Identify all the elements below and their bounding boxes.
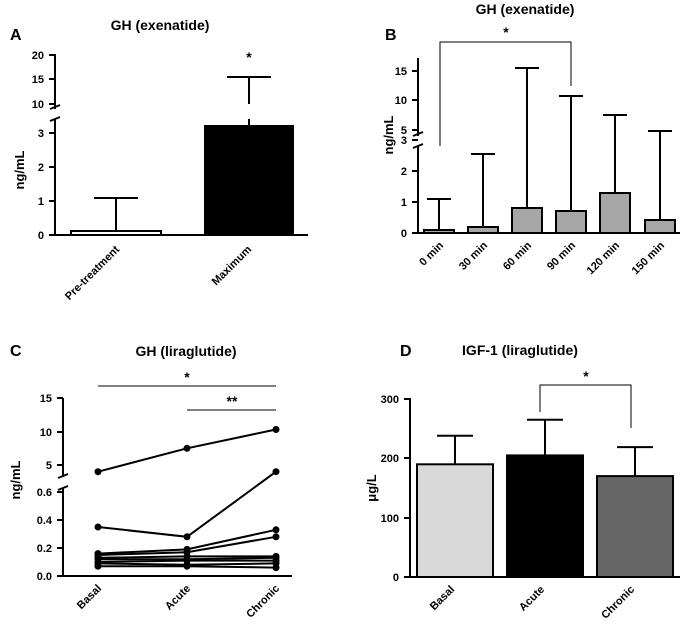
panel-c-ytick-label: 15 <box>40 393 52 405</box>
panel-b-xtick-label: 150 min <box>630 239 668 277</box>
panel-a: A GH (exenatide) ng/mL 0 1 2 3 10 15 20 <box>10 17 308 303</box>
panel-c-significance: ** <box>227 393 238 409</box>
panel-c-break-mark <box>57 473 69 479</box>
panel-b-significance: * <box>503 24 509 40</box>
panel-b: B GH (exenatide) ng/mL 0 1 2 3 5 10 15 <box>381 1 680 277</box>
panel-d-title: IGF-1 (liraglutide) <box>462 342 578 358</box>
panel-b-letter: B <box>385 27 397 44</box>
panel-b-ytick-label: 0 <box>401 228 407 240</box>
panel-a-letter: A <box>10 27 22 44</box>
panel-d-ytick-label: 300 <box>381 394 399 406</box>
panel-c-data-point <box>183 533 191 541</box>
panel-a-ytick-label: 15 <box>32 74 44 86</box>
panel-d-xtick-label: Chronic <box>599 584 637 622</box>
panel-d-ylabel: μg/L <box>364 474 379 502</box>
panel-c-data-point <box>272 526 280 534</box>
panel-b-bar-30min <box>467 226 499 234</box>
panel-b-ytick-label: 3 <box>401 135 407 147</box>
panel-b-yticks: 0 1 2 3 5 10 15 <box>395 66 418 240</box>
panel-c-ytick-label: 5 <box>46 460 52 472</box>
panel-d-xtick-label: Acute <box>517 584 547 614</box>
panel-a-ytick-label: 2 <box>38 162 44 174</box>
panel-c-ytick-label: 10 <box>40 427 52 439</box>
panel-b-significance-bracket <box>439 41 572 146</box>
panel-d-ytick-label: 200 <box>381 453 399 465</box>
panel-d-bars-group <box>416 418 674 579</box>
panel-d-letter: D <box>400 343 412 360</box>
panel-c-xtick-label: Acute <box>163 583 193 613</box>
panel-b-bar-0min <box>423 229 455 234</box>
panel-c-letter: C <box>10 343 22 360</box>
panel-b-break-mark <box>412 131 424 137</box>
panel-a-bar-maximum <box>204 125 294 235</box>
panel-a-ytick-label: 10 <box>32 99 44 111</box>
panel-d: D IGF-1 (liraglutide) μg/L 0 100 200 300… <box>364 342 680 622</box>
panel-c-title: GH (liraglutide) <box>135 343 236 359</box>
panel-d-yticks: 0 100 200 300 <box>381 394 410 584</box>
panel-a-ytick-label: 1 <box>38 196 44 208</box>
panel-c-data-point <box>272 564 280 572</box>
panel-c-ylabel: ng/mL <box>8 460 23 499</box>
panel-c-data-point <box>94 468 102 476</box>
panel-d-bar <box>506 454 584 578</box>
panel-a-title: GH (exenatide) <box>111 17 210 33</box>
panel-b-ytick-label: 5 <box>401 125 407 137</box>
panel-a-xtick-label: Pre-treatment <box>63 243 122 302</box>
panel-a-ytick-label: 20 <box>32 50 44 62</box>
panel-d-xtick-label: Basal <box>428 584 457 613</box>
panel-b-bar-90min <box>555 210 587 234</box>
panel-b-xtick-label: 0 min <box>417 239 446 268</box>
panel-c-break-mark <box>57 485 69 491</box>
panel-c-data-point <box>272 533 280 541</box>
panel-b-break-mark <box>412 143 424 149</box>
panel-b-title: GH (exenatide) <box>476 1 575 17</box>
panel-c: C GH (liraglutide) ng/mL 0.0 0.2 0.4 0.6… <box>8 343 292 621</box>
panel-b-xtick-label: 60 min <box>501 239 534 272</box>
panel-a-yticks-upper: 10 15 20 <box>32 50 55 111</box>
panel-b-ytick-label: 1 <box>401 197 407 209</box>
panel-a-ylabel: ng/mL <box>12 150 27 189</box>
panel-c-ytick-label: 0.2 <box>37 543 52 555</box>
panel-c-ytick-label: 0.4 <box>37 515 53 527</box>
panel-b-ylabel: ng/mL <box>381 115 396 154</box>
panel-d-bar <box>416 463 494 578</box>
panel-c-series-group <box>94 426 280 572</box>
panel-c-xtick-label: Chronic <box>244 583 282 621</box>
panel-a-break-mark <box>49 116 61 122</box>
panel-a-yticks-lower: 0 1 2 3 <box>38 128 55 242</box>
panel-b-bar-120min <box>599 192 631 234</box>
panel-c-data-point <box>94 562 102 570</box>
panel-c-data-point <box>272 468 280 476</box>
panel-a-xtick-label: Maximum <box>210 243 255 288</box>
panel-c-data-point <box>94 523 102 531</box>
panel-c-ytick-label: 0.0 <box>37 571 52 583</box>
panel-d-significance: * <box>583 368 589 384</box>
panel-a-ytick-label: 3 <box>38 128 44 140</box>
panel-b-ytick-label: 2 <box>401 166 407 178</box>
panel-b-xtick-label: 90 min <box>545 239 578 272</box>
panel-b-xtick-label: 120 min <box>585 239 623 277</box>
panel-a-ytick-label: 0 <box>38 230 44 242</box>
panel-a-break-mark <box>49 104 61 110</box>
panel-d-significance-bracket <box>539 384 632 428</box>
panel-b-bar-150min <box>644 219 676 234</box>
panel-b-ytick-label: 10 <box>395 95 407 107</box>
panel-c-ytick-label: 0.6 <box>37 487 52 499</box>
panel-b-bar-60min <box>511 207 543 234</box>
panel-c-xtick-label: Basal <box>75 583 104 612</box>
panel-c-series-line <box>97 470 277 538</box>
panel-d-bar <box>596 475 674 579</box>
panel-d-ytick-label: 100 <box>381 513 399 525</box>
panel-d-ytick-label: 0 <box>393 572 399 584</box>
panel-c-data-point <box>272 426 280 433</box>
panel-c-yticks: 0.0 0.2 0.4 0.6 5 10 15 <box>37 393 63 583</box>
panel-c-significance: * <box>184 369 190 385</box>
panel-b-ytick-label: 15 <box>395 66 407 78</box>
panel-c-data-point <box>183 562 191 570</box>
panel-c-data-point <box>183 444 191 452</box>
panel-a-significance: * <box>246 49 252 65</box>
panel-b-xtick-label: 30 min <box>457 239 490 272</box>
panel-a-bar-pretreatment <box>70 230 162 236</box>
